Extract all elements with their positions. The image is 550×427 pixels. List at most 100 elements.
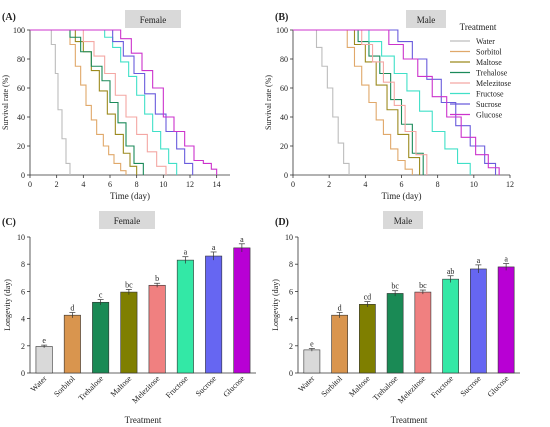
y-tick-label: 100 <box>276 26 288 35</box>
x-axis-label: Treatment <box>125 415 162 425</box>
bar-melezitose <box>148 284 166 374</box>
y-tick-label: 4 <box>289 315 293 324</box>
survival-line-glucose <box>293 29 500 175</box>
survival-line-fructose <box>293 29 471 175</box>
legend-item-label: Glucose <box>476 111 503 120</box>
y-axis-label: Longevity (day) <box>3 279 12 331</box>
survival-line-water <box>293 29 350 175</box>
significance-letter: cd <box>364 293 372 302</box>
bar-fructose <box>442 278 459 374</box>
significance-letter: e <box>310 340 314 349</box>
y-tick-label: 0 <box>284 171 288 180</box>
survival-line-trehalose <box>30 29 144 175</box>
y-tick-label: 0 <box>289 369 293 378</box>
x-axis-label: Time (day) <box>382 191 422 201</box>
y-tick-label: 40 <box>17 113 25 122</box>
significance-letter: bc <box>125 280 133 289</box>
y-tick-label: 40 <box>280 113 288 122</box>
panel-title-box <box>99 211 155 229</box>
significance-letter: d <box>70 303 74 312</box>
significance-letter: a <box>212 243 216 252</box>
panel-label: (B) <box>275 12 288 23</box>
x-tick-label: 10 <box>470 180 478 189</box>
survival-line-water <box>30 29 71 175</box>
significance-letter: a <box>477 256 481 265</box>
bar-sucrose <box>470 268 487 374</box>
bar-melezitose <box>414 291 432 374</box>
y-tick-label: 0 <box>21 369 25 378</box>
survival-line-glucose <box>30 29 218 175</box>
y-tick-label: 80 <box>280 55 288 64</box>
survival-line-melezitose <box>30 29 167 175</box>
bar-fructose <box>176 259 194 374</box>
y-tick-label: 4 <box>21 315 25 324</box>
legend-item-label: Melezitose <box>476 79 512 88</box>
legend-item-label: Fructose <box>476 90 504 99</box>
bar-water <box>35 346 53 374</box>
y-tick-label: 2 <box>21 342 25 351</box>
bar-maltose <box>359 304 376 374</box>
panel-title-box <box>406 10 446 28</box>
x-tick-label: 6 <box>400 180 404 189</box>
x-tick-label: 2 <box>55 180 59 189</box>
x-axis-label: Time (day) <box>110 191 150 201</box>
significance-letter: bc <box>419 281 427 290</box>
bar-trehalose <box>92 301 110 374</box>
significance-letter: b <box>155 274 159 283</box>
x-tick-label: 6 <box>108 180 112 189</box>
panel-label: (C) <box>2 217 16 228</box>
legend-item-label: Sucrose <box>476 100 502 109</box>
y-axis-label: Longevity (day) <box>271 279 280 331</box>
bar-sucrose <box>205 255 223 374</box>
x-tick-label: 8 <box>436 180 440 189</box>
x-tick-label: 10 <box>159 180 167 189</box>
legend-item-label: Trehalose <box>476 69 508 78</box>
y-tick-label: 20 <box>17 142 25 151</box>
survival-line-sucrose <box>293 29 497 175</box>
significance-letter: a <box>504 255 508 264</box>
y-tick-label: 60 <box>280 84 288 93</box>
y-tick-label: 80 <box>17 55 25 64</box>
bar-glucose <box>233 247 251 374</box>
x-tick-label: Glucose <box>486 374 511 399</box>
significance-letter: ab <box>447 267 455 276</box>
survival-line-maltose <box>293 29 421 175</box>
x-tick-label: 12 <box>506 180 514 189</box>
x-tick-label: Water <box>297 374 317 394</box>
bar-maltose <box>120 291 138 374</box>
panel-label: (D) <box>275 217 289 228</box>
y-tick-label: 60 <box>17 84 25 93</box>
panel-title: Male <box>417 15 436 25</box>
survival-line-maltose <box>30 29 138 175</box>
x-tick-label: 4 <box>363 180 367 189</box>
legend-item-label: Maltose <box>476 58 502 67</box>
x-tick-label: Sucrose <box>194 374 219 399</box>
x-tick-label: 2 <box>327 180 331 189</box>
bar-water <box>303 349 321 374</box>
significance-letter: e <box>42 336 46 345</box>
y-tick-label: 0 <box>21 171 25 180</box>
y-tick-label: 10 <box>285 233 293 242</box>
significance-letter: c <box>99 291 103 300</box>
y-tick-label: 6 <box>21 287 25 296</box>
bar-trehalose <box>386 293 404 374</box>
survival-line-melezitose <box>293 29 428 175</box>
significance-letter: bc <box>391 282 399 291</box>
y-tick-label: 100 <box>13 26 25 35</box>
bar-sorbitol <box>331 314 348 374</box>
x-tick-label: 0 <box>28 180 32 189</box>
bar-glucose <box>497 266 515 374</box>
y-tick-label: 10 <box>17 233 25 242</box>
x-axis-label: Treatment <box>391 415 428 425</box>
x-tick-label: Trehalose <box>77 374 106 403</box>
bar-sorbitol <box>63 314 81 374</box>
panel-title-box <box>383 211 423 229</box>
survival-line-sorbitol <box>30 29 127 175</box>
x-tick-label: 8 <box>135 180 139 189</box>
panel-label: (A) <box>2 12 16 23</box>
legend-title: Treatment <box>460 22 497 32</box>
x-tick-label: Sorbitol <box>52 374 77 399</box>
x-tick-label: Maltose <box>347 374 372 399</box>
x-tick-label: Water <box>29 374 49 394</box>
